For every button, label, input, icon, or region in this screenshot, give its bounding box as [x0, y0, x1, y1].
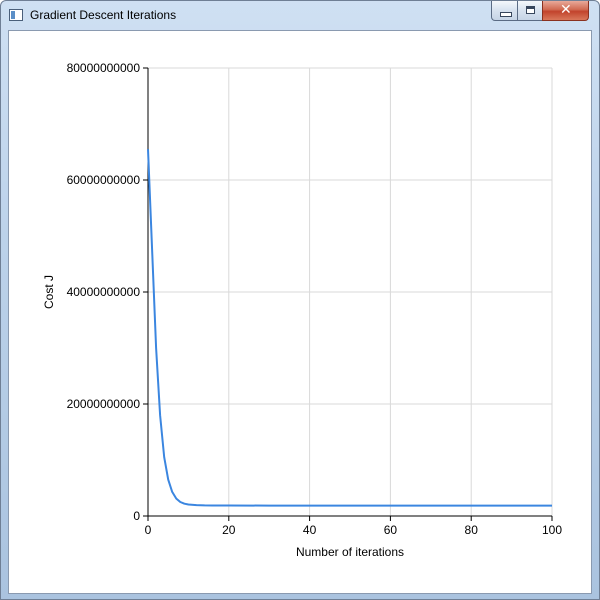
minimize-button[interactable]	[491, 1, 518, 21]
maximize-icon	[526, 6, 535, 14]
close-button[interactable]: ✕	[542, 1, 589, 21]
y-axis-label: Cost J	[42, 275, 56, 309]
window-title: Gradient Descent Iterations	[30, 8, 177, 22]
title-bar[interactable]: Gradient Descent Iterations ✕	[1, 1, 599, 31]
y-tick-label: 20000000000	[67, 397, 141, 411]
grid	[148, 67, 553, 516]
x-tick-label: 20	[222, 523, 236, 537]
app-window-icon[interactable]	[9, 9, 23, 21]
chart-panel: 0 20 40 60 80 100 0 20000000000 40000000000 60000…	[8, 30, 592, 594]
y-tick-label: 40000000000	[67, 285, 141, 299]
ticks: 0 20 40 60 80 100 0 20000000000 40000000000 60000…	[67, 61, 563, 537]
series-layer	[147, 149, 552, 507]
y-tick-label: 60000000000	[67, 173, 141, 187]
x-tick-label: 40	[303, 523, 317, 537]
x-tick-label: 80	[465, 523, 479, 537]
x-tick-label: 60	[384, 523, 398, 537]
x-tick-label: 0	[145, 523, 152, 537]
maximize-button[interactable]	[517, 1, 543, 21]
minimize-icon	[500, 12, 512, 17]
series-line	[147, 149, 552, 507]
y-tick-label: 0	[133, 509, 140, 523]
y-tick-label: 80000000000	[67, 61, 141, 75]
x-axis-label: Number of iterations	[296, 545, 404, 559]
line-chart: 0 20 40 60 80 100 0 20000000000 40000000000 60000…	[42, 61, 563, 559]
x-tick-label: 100	[542, 523, 562, 537]
close-icon: ✕	[560, 2, 572, 18]
